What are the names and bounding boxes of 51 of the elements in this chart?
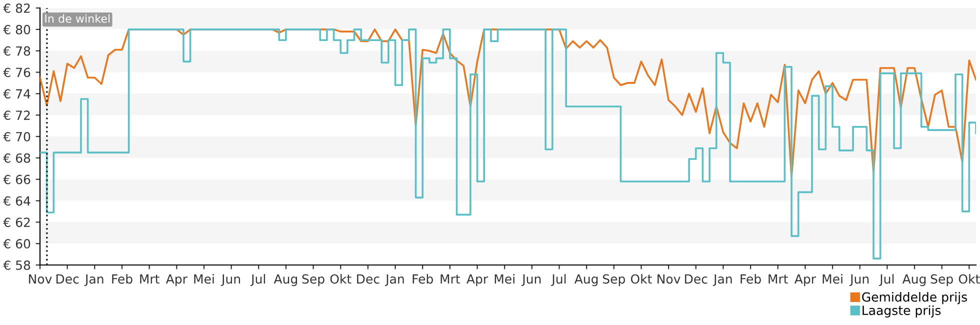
y-tick-label: € 72 bbox=[3, 110, 30, 120]
x-tick-label: Jan bbox=[712, 274, 732, 286]
x-tick-label: Mrt bbox=[440, 274, 460, 284]
x-tick-label: Apr bbox=[794, 274, 816, 286]
x-tick-label: Mei bbox=[822, 274, 842, 284]
x-tick-label: Mrt bbox=[768, 274, 788, 284]
x-tick-label: Jan bbox=[384, 274, 404, 286]
x-tick-label: Dec bbox=[685, 274, 708, 284]
x-tick-label: Aug bbox=[902, 274, 926, 286]
x-tick-label: Apr bbox=[166, 274, 188, 286]
x-tick-label: Jun bbox=[220, 274, 240, 286]
x-tick-label: Sep bbox=[930, 274, 953, 286]
x-tick-label: Okt bbox=[958, 274, 980, 284]
y-tick-label: € 58 bbox=[3, 260, 30, 270]
x-tick-label: Nov bbox=[29, 274, 52, 284]
x-tick-label: Jul bbox=[878, 274, 894, 286]
y-tick-label: € 60 bbox=[3, 239, 30, 249]
x-tick-label: Feb bbox=[412, 274, 433, 284]
y-tick-label: € 76 bbox=[3, 68, 30, 78]
y-tick-label: € 68 bbox=[3, 153, 30, 163]
x-tick-label: Jan bbox=[84, 274, 104, 286]
x-tick-label: Feb bbox=[112, 274, 132, 284]
x-tick-label: Jun bbox=[522, 274, 541, 286]
x-tick-label: Dec bbox=[357, 274, 380, 284]
legend-label: Laagste prijs bbox=[862, 305, 941, 318]
legend-label: Gemiddelde prijs bbox=[862, 292, 967, 304]
y-tick-label: € 70 bbox=[3, 132, 30, 142]
x-tick-label: Dec bbox=[56, 274, 79, 284]
x-tick-label: Aug bbox=[574, 274, 598, 286]
x-tick-label: Nov bbox=[658, 274, 680, 284]
x-tick-label: Sep bbox=[302, 274, 324, 286]
x-tick-label: Aug bbox=[274, 274, 298, 286]
x-tick-label: Apr bbox=[466, 274, 488, 286]
x-tick-label: Okt bbox=[330, 274, 352, 284]
x-tick-label: Okt bbox=[630, 274, 652, 284]
y-tick-label: € 74 bbox=[3, 89, 30, 99]
y-tick-label: € 78 bbox=[3, 46, 30, 56]
x-tick-label: Jun bbox=[849, 274, 869, 286]
x-tick-label: Mrt bbox=[140, 274, 160, 284]
x-tick-label: Feb bbox=[740, 274, 761, 284]
annotation: In de winkel bbox=[45, 14, 110, 23]
y-tick-label: € 66 bbox=[3, 174, 30, 184]
y-tick-label: € 82 bbox=[3, 3, 30, 13]
x-tick-label: Jul bbox=[551, 274, 566, 286]
x-tick-label: Mei bbox=[494, 274, 514, 284]
y-tick-label: € 62 bbox=[3, 218, 30, 228]
x-tick-label: Mei bbox=[194, 274, 214, 284]
x-tick-label: Sep bbox=[602, 274, 625, 286]
y-tick-label: € 64 bbox=[3, 196, 30, 206]
x-tick-label: Jul bbox=[250, 274, 265, 286]
y-tick-label: € 80 bbox=[3, 24, 30, 34]
